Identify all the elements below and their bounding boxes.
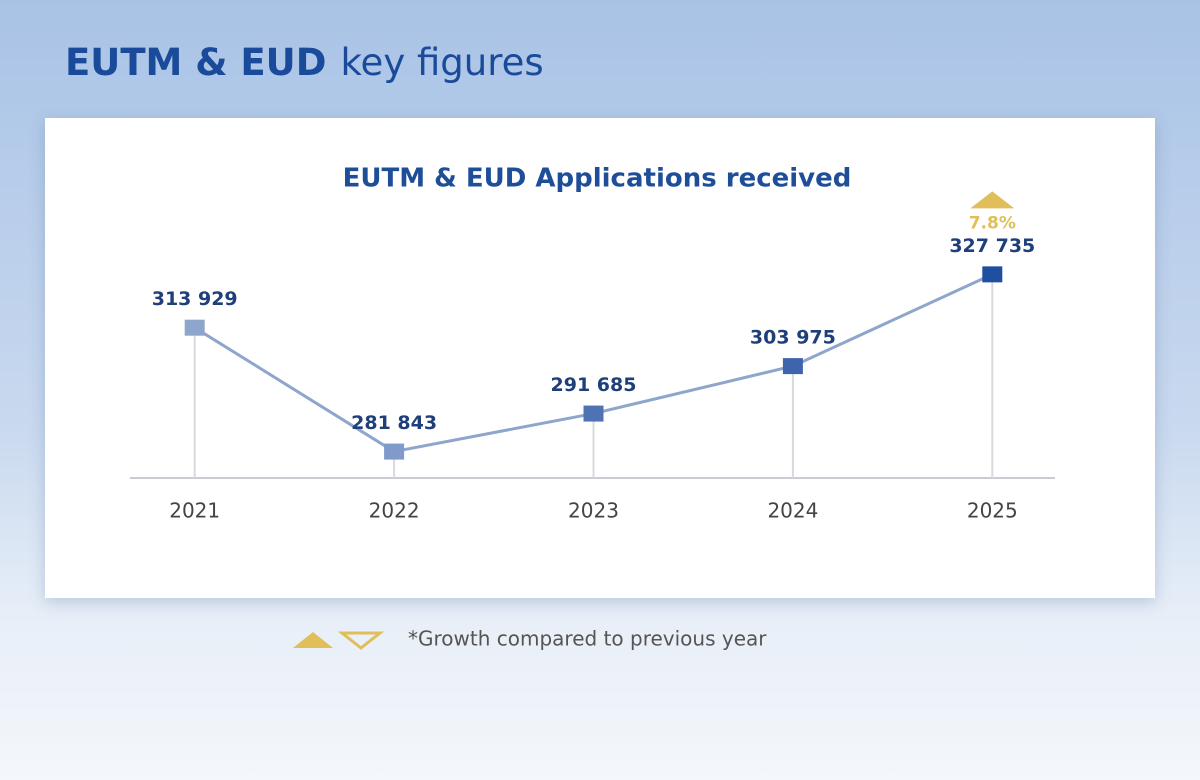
marker — [583, 405, 604, 422]
growth-label: 7.8% — [969, 213, 1016, 233]
marker — [184, 319, 205, 336]
legend-up-icon — [293, 632, 333, 648]
marker — [982, 266, 1003, 283]
value-label: 303 975 — [750, 327, 836, 349]
growth-up-icon — [970, 191, 1015, 209]
legend-down-icon — [337, 631, 385, 650]
value-label: 327 735 — [949, 235, 1035, 257]
marker — [384, 443, 405, 460]
x-tick-label: 2025 — [967, 499, 1018, 523]
x-tick-label: 2024 — [767, 499, 818, 523]
title-rest: key figures — [340, 41, 543, 84]
chart-title: EUTM & EUD Applications received — [343, 164, 852, 194]
value-label: 291 685 — [551, 374, 637, 396]
marker — [782, 358, 803, 375]
footnote: *Growth compared to previous year — [408, 627, 767, 651]
value-label: 313 929 — [152, 288, 238, 310]
x-tick-label: 2023 — [568, 499, 619, 523]
chart-card — [45, 118, 1155, 598]
x-tick-label: 2021 — [169, 499, 220, 523]
value-label: 281 843 — [351, 412, 437, 434]
x-tick-label: 2022 — [369, 499, 420, 523]
title-bold: EUTM & EUD — [65, 41, 326, 84]
page-title: EUTM & EUD key figures — [65, 41, 544, 84]
